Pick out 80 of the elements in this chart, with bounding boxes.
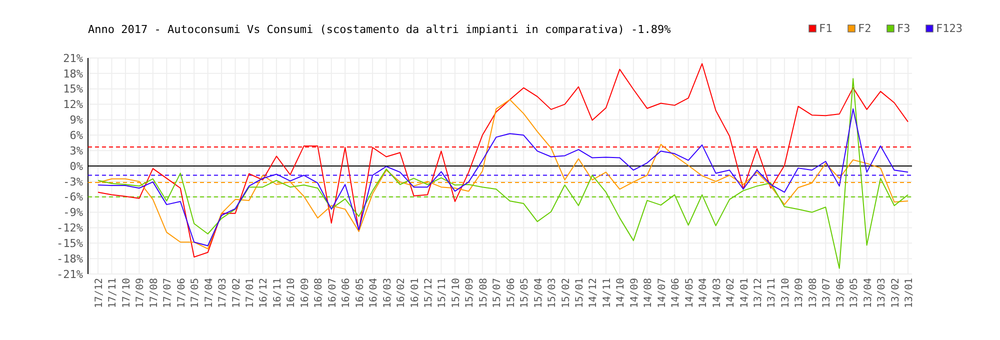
x-tick-label: 14/06 <box>670 278 682 308</box>
x-tick-label: 17/06 <box>176 278 188 308</box>
x-tick-label: 16/02 <box>396 278 408 308</box>
y-tick-label: 12% <box>63 98 84 112</box>
x-tick-label: 16/08 <box>314 278 325 308</box>
y-tick-label: 21% <box>63 52 84 65</box>
x-tick-label: 15/01 <box>574 278 586 308</box>
x-tick-label: 14/01 <box>739 278 750 308</box>
legend-label: F123 <box>936 22 962 35</box>
y-tick-label: 18% <box>63 67 84 80</box>
y-tick-label: 15% <box>63 82 84 96</box>
x-tick-label: 17/09 <box>135 278 146 308</box>
x-tick-label: 15/07 <box>492 278 504 308</box>
x-tick-label: 16/03 <box>382 278 394 308</box>
x-tick-label: 14/05 <box>684 278 696 308</box>
x-tick-label: 14/09 <box>629 278 640 308</box>
x-tick-label: 17/12 <box>94 278 105 308</box>
y-tick-label: -6% <box>63 190 84 204</box>
x-tick-label: 14/10 <box>616 278 627 308</box>
x-tick-label: 17/11 <box>108 278 119 308</box>
x-tick-label: 13/11 <box>766 278 778 308</box>
x-tick-label: 14/11 <box>602 278 613 308</box>
y-tick-label: -15% <box>56 236 84 250</box>
x-tick-label: 13/10 <box>780 278 792 308</box>
y-tick-label: -21% <box>56 268 84 281</box>
x-tick-label: 17/02 <box>231 278 242 308</box>
x-tick-label: 15/11 <box>437 278 448 308</box>
x-tick-label: 15/10 <box>450 278 462 308</box>
x-tick-label: 17/03 <box>218 278 229 308</box>
x-tick-label: 13/07 <box>822 278 833 308</box>
x-tick-label: 16/05 <box>354 278 366 308</box>
x-tick-label: 17/07 <box>162 278 174 308</box>
x-tick-label: 14/07 <box>656 278 668 308</box>
x-tick-label: 16/07 <box>327 278 338 308</box>
x-tick-label: 13/09 <box>794 278 806 308</box>
legend-label: F1 <box>819 22 832 35</box>
x-tick-label: 16/09 <box>300 278 311 308</box>
x-tick-label: 17/04 <box>204 278 215 308</box>
x-tick-label: 16/10 <box>286 278 298 308</box>
legend-label: F2 <box>858 22 872 35</box>
x-tick-label: 16/04 <box>368 278 380 308</box>
x-tick-label: 16/01 <box>410 278 421 308</box>
x-tick-label: 16/06 <box>341 278 352 308</box>
y-tick-label: -18% <box>56 252 84 266</box>
x-tick-label: 17/10 <box>121 278 132 308</box>
x-tick-label: 16/11 <box>272 278 284 308</box>
x-tick-label: 14/12 <box>588 278 600 308</box>
x-tick-label: 15/02 <box>560 278 572 308</box>
x-tick-label: 13/02 <box>890 278 902 308</box>
x-tick-label: 14/02 <box>726 278 737 308</box>
x-tick-label: 14/03 <box>712 278 723 308</box>
x-tick-label: 13/12 <box>752 278 764 308</box>
y-tick-label: -9% <box>63 206 84 220</box>
x-tick-label: 13/01 <box>904 278 915 308</box>
x-tick-label: 13/04 <box>862 278 874 308</box>
x-tick-label: 15/09 <box>464 278 476 308</box>
y-tick-label: -3% <box>63 175 84 188</box>
x-tick-label: 17/08 <box>148 278 160 308</box>
x-tick-label: 16/12 <box>258 278 270 308</box>
chart-title: Anno 2017 - Autoconsumi Vs Consumi (scostamento da altri impianti in comparativa) -1.89% <box>88 23 672 36</box>
x-tick-label: 14/04 <box>698 278 710 308</box>
x-tick-label: 15/06 <box>506 278 517 308</box>
x-tick-label: 13/03 <box>876 278 888 308</box>
x-tick-label: 13/06 <box>835 278 846 308</box>
x-tick-label: 17/01 <box>245 278 256 308</box>
x-tick-label: 15/04 <box>533 278 544 308</box>
x-tick-label: 13/08 <box>808 278 819 308</box>
y-tick-label: 3% <box>70 144 84 158</box>
x-tick-label: 17/05 <box>190 278 202 308</box>
legend-label: F3 <box>897 22 910 35</box>
x-tick-label: 13/05 <box>849 278 860 308</box>
y-tick-label: 6% <box>70 128 84 142</box>
x-tick-label: 15/05 <box>520 278 531 308</box>
y-tick-label: -12% <box>56 222 84 235</box>
y-tick-label: 0% <box>70 160 84 173</box>
x-tick-label: 14/08 <box>643 278 654 308</box>
x-tick-label: 15/12 <box>423 278 434 308</box>
x-tick-label: 15/08 <box>478 278 490 308</box>
y-tick-label: 9% <box>70 114 84 127</box>
x-tick-label: 15/03 <box>547 278 558 308</box>
